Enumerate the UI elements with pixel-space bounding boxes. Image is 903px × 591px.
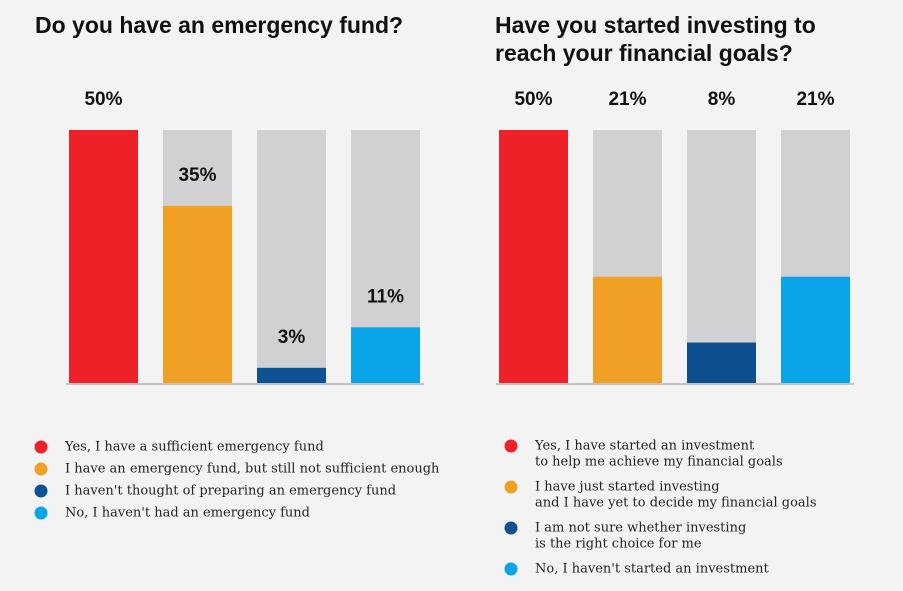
legend-label: Yes, I have started an investment [534,439,755,454]
bar [593,276,662,383]
value-label: 21% [608,89,646,110]
legend-swatch [504,562,518,576]
bar [687,342,756,383]
bar [257,367,326,383]
value-label: 8% [708,89,736,110]
legend-label: I haven't thought of preparing an emerge… [65,484,396,499]
legend-swatch [34,462,48,476]
legend-label: and I have yet to decide my financial go… [535,496,817,511]
legend-label: Yes, I have a sufficient emergency fund [64,440,324,455]
legend-swatch [34,440,48,454]
value-label: 35% [178,165,216,186]
legend-swatch [504,439,518,453]
legend-swatch [504,480,518,494]
legend-swatch [504,521,518,535]
legend-label: I have an emergency fund, but still not … [65,462,440,477]
value-label: 50% [514,89,552,110]
chart-title: Do you have an emergency fund? [35,12,403,38]
legend-label: I am not sure whether investing [535,521,746,536]
bar-track [687,130,756,383]
value-label: 21% [796,89,834,110]
bar [163,205,232,383]
legend-label: No, I haven't had an emergency fund [65,506,310,521]
chart-title: Have you started investing to [495,12,816,38]
legend-label: I have just started investing [535,480,720,495]
legend-swatch [34,506,48,520]
legend-label: is the right choice for me [535,537,702,552]
bar [351,327,420,383]
legend-swatch [34,484,48,498]
bar [69,130,138,383]
chart-title: reach your financial goals? [495,40,793,66]
value-label: 50% [84,89,122,110]
value-label: 11% [367,286,404,307]
bar-track [257,130,326,383]
bar [499,130,568,383]
value-label: 3% [278,327,306,348]
bar [781,276,850,383]
legend-label: to help me achieve my financial goals [535,455,783,470]
legend-label: No, I haven't started an investment [535,562,770,577]
